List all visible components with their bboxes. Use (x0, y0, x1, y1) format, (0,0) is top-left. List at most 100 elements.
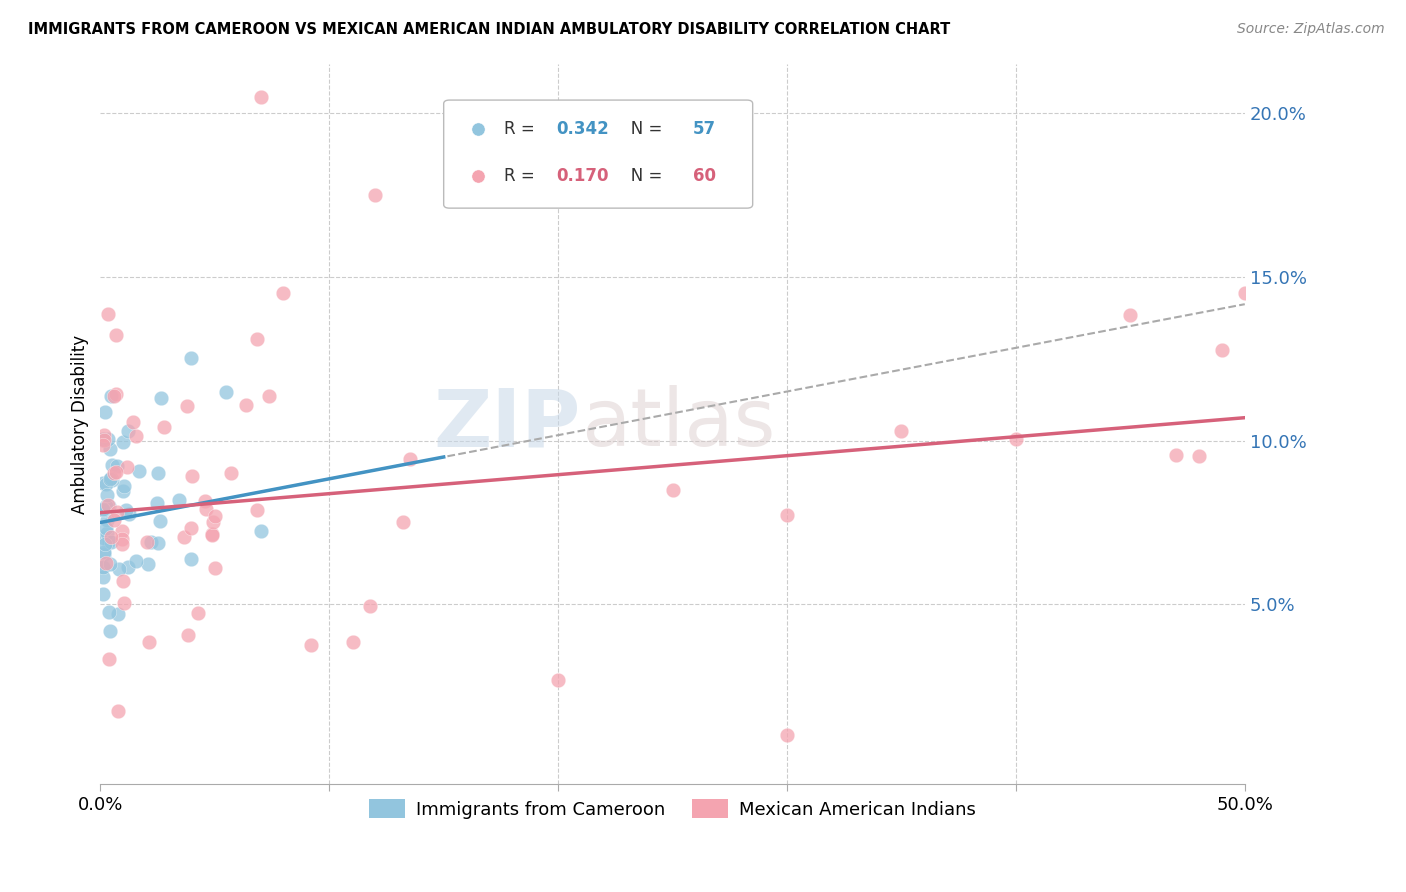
Point (96, 525, 118, 540)
Point (257, 389, 280, 403)
Point (91, 570, 114, 584)
FancyBboxPatch shape (444, 100, 752, 208)
Point (94, 500, 117, 514)
Text: R =: R = (505, 167, 540, 185)
Point (187, 607, 209, 621)
Point (107, 704, 129, 718)
Point (91, 560, 114, 574)
Point (112, 574, 135, 588)
Point (100, 389, 122, 403)
Point (117, 560, 139, 574)
Point (204, 561, 226, 575)
Point (98, 557, 121, 571)
Point (112, 483, 135, 498)
Point (97, 307, 120, 321)
Point (180, 351, 202, 366)
Point (249, 524, 271, 538)
Point (124, 429, 146, 443)
Point (111, 435, 134, 450)
Point (246, 332, 269, 346)
Point (1119, 308, 1142, 322)
Point (93, 532, 115, 546)
Point (201, 527, 224, 541)
Point (273, 286, 295, 301)
Point (91, 475, 114, 490)
Point (299, 638, 322, 652)
Text: ZIP: ZIP (434, 385, 581, 463)
Point (890, 424, 912, 438)
Y-axis label: Ambulatory Disability: Ambulatory Disability (72, 334, 89, 514)
Point (194, 494, 217, 508)
Point (111, 537, 134, 551)
Text: N =: N = (616, 120, 668, 138)
Point (93, 428, 115, 442)
Text: atlas: atlas (581, 385, 775, 463)
Point (146, 496, 169, 510)
Point (149, 391, 172, 405)
Point (93, 433, 115, 447)
Point (776, 728, 799, 742)
Point (91, 438, 114, 452)
Point (246, 503, 269, 517)
Point (176, 399, 198, 413)
Point (204, 508, 226, 523)
Point (180, 521, 202, 535)
Point (105, 459, 128, 474)
Point (146, 466, 169, 480)
Legend: Immigrants from Cameroon, Mexican American Indians: Immigrants from Cameroon, Mexican Americ… (361, 792, 983, 826)
Point (91, 587, 114, 601)
Point (117, 424, 139, 438)
Point (177, 628, 200, 642)
Text: 0.170: 0.170 (555, 167, 609, 185)
Point (200, 528, 222, 542)
Point (97, 500, 120, 514)
Point (111, 524, 134, 539)
Point (93, 547, 115, 561)
Point (104, 387, 127, 401)
Point (153, 420, 176, 434)
Point (364, 188, 387, 202)
Point (121, 415, 143, 429)
Point (93, 544, 115, 558)
Point (148, 535, 170, 549)
Point (221, 466, 243, 480)
Point (98, 472, 121, 486)
Point (128, 464, 150, 478)
Point (136, 535, 159, 549)
Point (1211, 343, 1233, 358)
Point (201, 515, 224, 529)
Point (100, 535, 122, 549)
Point (94, 476, 117, 491)
Point (776, 508, 799, 522)
Point (103, 513, 125, 527)
Point (111, 533, 134, 547)
Point (342, 635, 364, 649)
Point (115, 502, 138, 516)
Point (195, 502, 218, 516)
Point (91, 502, 114, 516)
Point (94, 556, 117, 570)
Point (91, 559, 114, 574)
Text: 0.342: 0.342 (555, 120, 609, 138)
Point (96, 513, 118, 527)
Point (118, 508, 141, 522)
Point (100, 471, 122, 485)
Point (98, 442, 121, 456)
Point (112, 479, 135, 493)
Point (93, 433, 115, 447)
Point (101, 473, 124, 487)
Point (97, 652, 120, 666)
Point (392, 515, 415, 529)
Point (97, 534, 120, 549)
Text: R =: R = (505, 120, 540, 138)
Point (93, 537, 115, 551)
Point (107, 562, 129, 576)
Point (91, 433, 114, 447)
Point (104, 327, 127, 342)
Point (235, 398, 257, 412)
Point (96, 488, 118, 502)
Point (101, 458, 124, 473)
Point (399, 452, 422, 467)
Point (107, 607, 129, 622)
Point (547, 673, 569, 687)
